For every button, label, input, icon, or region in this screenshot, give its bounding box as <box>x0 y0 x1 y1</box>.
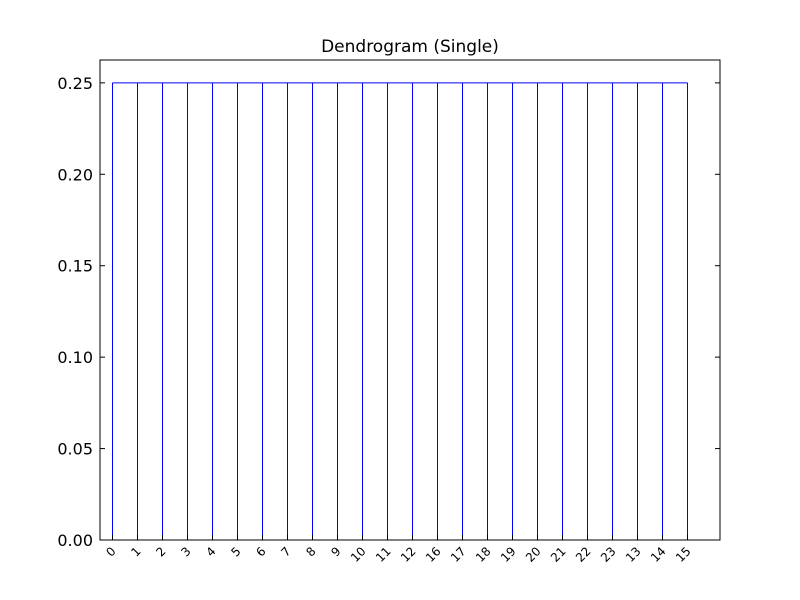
x-tick-label: 10 <box>348 544 369 565</box>
axis-ticks <box>100 82 720 541</box>
x-tick-label: 2 <box>153 544 168 559</box>
x-tick-label: 0 <box>103 544 118 559</box>
x-tick-label: 23 <box>598 544 619 565</box>
x-tick-label: 4 <box>203 544 218 559</box>
x-tick-label: 20 <box>523 544 544 565</box>
x-tick-label: 6 <box>253 544 268 559</box>
x-tick-label: 12 <box>398 544 419 565</box>
y-tick-label: 0.00 <box>57 531 93 550</box>
x-axis-tick-labels: 0 1 2 3 4 5 6 7 8 9 10 11 12 16 17 18 19 20 21 22 23 13 14 15 <box>103 544 693 565</box>
y-tick-label: 0.05 <box>57 440 93 459</box>
x-tick-label: 7 <box>278 544 293 559</box>
y-axis-tick-labels: 0.00 0.05 0.10 0.15 0.20 0.25 <box>57 74 93 550</box>
y-tick-label: 0.20 <box>57 165 93 184</box>
x-tick-label: 22 <box>573 544 594 565</box>
x-tick-label: 17 <box>448 544 469 565</box>
plot-frame <box>99 59 721 541</box>
x-tick-label: 19 <box>498 544 519 565</box>
y-tick-label: 0.10 <box>57 348 93 367</box>
x-tick-label: 1 <box>128 544 143 559</box>
x-tick-label: 8 <box>303 544 318 559</box>
x-tick-label: 11 <box>373 544 394 565</box>
y-tick-label: 0.25 <box>57 74 93 93</box>
dendrogram-links <box>112 82 688 540</box>
x-tick-label: 13 <box>623 544 644 565</box>
x-tick-label: 5 <box>228 544 243 559</box>
x-tick-label: 16 <box>423 544 444 565</box>
x-tick-label: 21 <box>548 544 569 565</box>
x-tick-label: 15 <box>673 544 694 565</box>
y-tick-label: 0.15 <box>57 257 93 276</box>
x-tick-label: 3 <box>178 544 193 559</box>
x-tick-label: 18 <box>473 544 494 565</box>
x-tick-label: 14 <box>648 544 669 565</box>
chart-title: Dendrogram (Single) <box>321 37 499 57</box>
plot-background <box>100 60 720 540</box>
x-tick-label: 9 <box>328 544 343 559</box>
